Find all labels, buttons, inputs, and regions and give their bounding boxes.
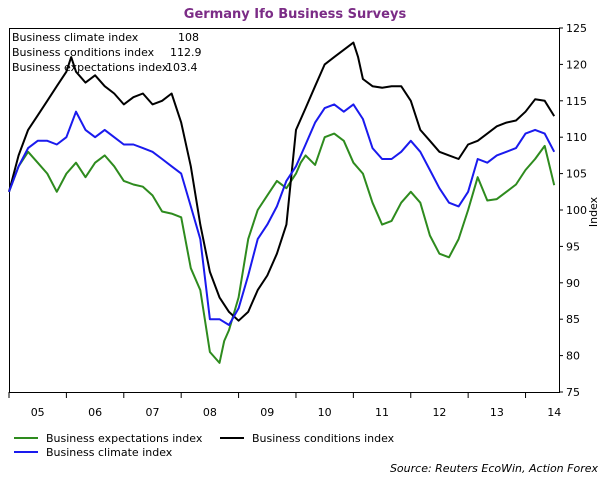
- y-tick-label: 125: [566, 22, 587, 35]
- x-axis: 05 06 07 08 09 10 11 12 13 14: [8, 392, 561, 419]
- annotation-label: Business expectations index: [12, 61, 169, 74]
- annotation-value: 103.4: [166, 61, 198, 74]
- legend-label-business-climate-index: Business climate index: [46, 446, 173, 459]
- latest-values-annotation: Business climate index 108 Business condit…: [12, 31, 202, 74]
- series-line-business-expectations-index: [8, 132, 556, 364]
- x-tick-label: 12: [432, 406, 446, 419]
- y-tick-label: 115: [566, 95, 587, 108]
- annotation-label: Business conditions index: [12, 46, 155, 59]
- y-tick-label: 105: [566, 168, 587, 181]
- x-tick-label: 07: [145, 406, 159, 419]
- chart-title: Germany Ifo Business Surveys: [184, 7, 407, 22]
- y-tick-label: 120: [566, 58, 587, 71]
- legend-label-business-expectations-index: Business expectations index: [46, 432, 203, 445]
- annotation-value: 108: [178, 31, 199, 44]
- y-tick-label: 75: [566, 386, 580, 399]
- legend: Business expectations index Business cond…: [14, 432, 395, 459]
- legend-label-business-conditions-index: Business conditions index: [252, 432, 395, 445]
- y-axis: 75 80 85 90 95 100 105 110 115 120 125: [559, 22, 587, 399]
- plot-area: [9, 28, 560, 393]
- y-tick-label: 85: [566, 313, 580, 326]
- series-line-business-climate-index: [8, 103, 556, 326]
- x-tick-label: 09: [260, 406, 274, 419]
- y-tick-label: 80: [566, 350, 580, 363]
- y-tick-label: 110: [566, 131, 587, 144]
- x-tick-label: 11: [375, 406, 389, 419]
- source-note: Source: Reuters EcoWin, Action Forex: [390, 462, 599, 475]
- annotation-label: Business climate index: [12, 31, 139, 44]
- x-tick-label: 14: [547, 406, 561, 419]
- x-tick-label: 10: [318, 406, 332, 419]
- y-tick-label: 100: [566, 204, 587, 217]
- y-tick-label: 95: [566, 240, 580, 253]
- x-tick-label: 08: [203, 406, 217, 419]
- series-lines: [8, 41, 556, 364]
- annotation-value: 112.9: [170, 46, 202, 59]
- y-tick-label: 90: [566, 277, 580, 290]
- x-tick-label: 13: [490, 406, 504, 419]
- y-axis-label: Index: [587, 196, 600, 227]
- x-tick-label: 05: [31, 406, 45, 419]
- x-tick-label: 06: [88, 406, 102, 419]
- series-line-business-conditions-index: [8, 41, 556, 322]
